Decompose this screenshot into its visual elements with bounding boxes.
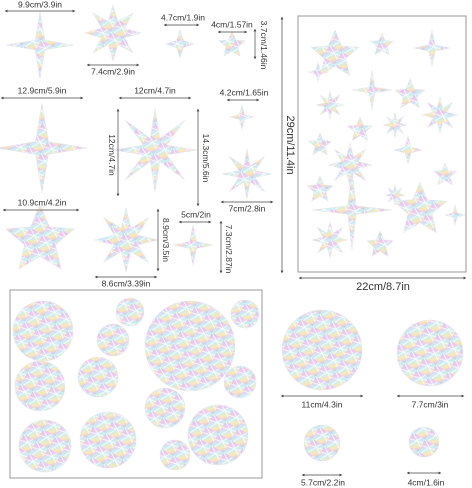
circle-sticker	[223, 365, 257, 399]
dimension-label: 5.7cm/2.2in	[301, 477, 345, 487]
star-sticker	[311, 221, 349, 259]
dimension-label: 4cm/1.6in	[408, 477, 445, 487]
star-sticker	[346, 116, 374, 142]
dimension-label: 3.7cm/1.46in	[259, 21, 269, 70]
circle-sticker	[144, 300, 236, 392]
star-sticker	[310, 29, 360, 76]
dimension-label: 4.7cm/1.9in	[161, 12, 205, 22]
dimension-labels: 9.9cm/3.9in 7.4cm/2.9in 4.7cm/1.9in 4cm/…	[18, 0, 449, 487]
sheet-height-label: 29cm/11.4in	[284, 115, 296, 174]
star-sticker	[351, 69, 393, 111]
star-sticker	[382, 112, 408, 138]
star-sticker	[306, 60, 330, 84]
dimension-label: 7.4cm/2.9in	[91, 66, 135, 76]
circle-sticker	[115, 297, 145, 327]
circle-sticker	[14, 360, 66, 412]
star-sticker	[112, 107, 198, 193]
circle-sticker	[18, 419, 72, 473]
star-sticker	[315, 90, 345, 120]
dimension-label: 4.2cm/1.65in	[220, 87, 269, 97]
star-sticker	[384, 184, 406, 206]
circle-sticker	[79, 411, 137, 469]
star-sticker	[221, 148, 273, 200]
star-sticker	[327, 142, 373, 188]
circle-sticker	[96, 323, 130, 357]
circle-sticker	[396, 319, 464, 387]
dimension-label: 12cm/4.7in	[107, 134, 117, 176]
dimension-lines	[0, 9, 467, 477]
star-sticker	[443, 203, 467, 227]
dimension-label: 7cm/2.8in	[229, 203, 266, 213]
dimension-label: 12cm/4.7in	[134, 85, 176, 95]
star-sticker	[5, 203, 75, 270]
star-sticker	[365, 230, 395, 257]
circle-sticker	[77, 356, 119, 398]
stickers	[0, 3, 467, 473]
star-sticker	[432, 162, 458, 186]
dimension-label: 9.9cm/3.9in	[18, 0, 62, 9]
circle-sticker	[12, 300, 74, 362]
star-sticker	[392, 134, 424, 166]
dimension-label: 10.9cm/4.2in	[18, 197, 67, 207]
circle-sticker	[303, 424, 341, 462]
star-sticker	[307, 132, 333, 156]
dimension-label: 8.6cm/3.39in	[102, 278, 151, 288]
dimension-label: 8.9cm/3.5in	[161, 218, 171, 262]
star-sticker	[421, 96, 459, 134]
dimension-label: 12.9cm/5.9in	[18, 85, 67, 95]
star-sticker	[217, 30, 247, 57]
star-sticker	[5, 10, 75, 80]
star-sticker	[311, 169, 393, 251]
sheet-width-label: 22cm/8.7in	[356, 281, 410, 293]
star-sticker	[93, 207, 159, 273]
star-sticker	[413, 29, 451, 67]
circle-sticker	[187, 404, 249, 466]
star-sticker	[305, 175, 335, 202]
star-sticker	[165, 29, 195, 59]
star-sticker	[394, 78, 426, 109]
circle-sheet-frame	[9, 289, 263, 479]
dimension-label: 5cm/2in	[181, 209, 211, 219]
dimension-label: 7.3cm/2.87in	[224, 225, 234, 274]
star-sheet-frame	[297, 15, 467, 273]
star-sticker	[228, 103, 256, 131]
circle-sticker	[144, 387, 186, 429]
circle-sticker	[281, 309, 363, 391]
circle-sticker	[159, 439, 191, 471]
dimension-label: 7.7cm/3in	[412, 399, 449, 409]
dimension-label: 4cm/1.57in	[211, 19, 253, 29]
star-sticker	[83, 3, 143, 63]
circle-sticker	[230, 299, 260, 329]
star-sticker	[369, 32, 395, 56]
circle-sticker	[408, 426, 440, 458]
star-sticker	[0, 102, 88, 194]
star-sticker	[172, 224, 214, 266]
dimension-label: 14.3cm/5.6in	[201, 134, 211, 183]
dimension-label: 11cm/4.3in	[302, 399, 343, 409]
